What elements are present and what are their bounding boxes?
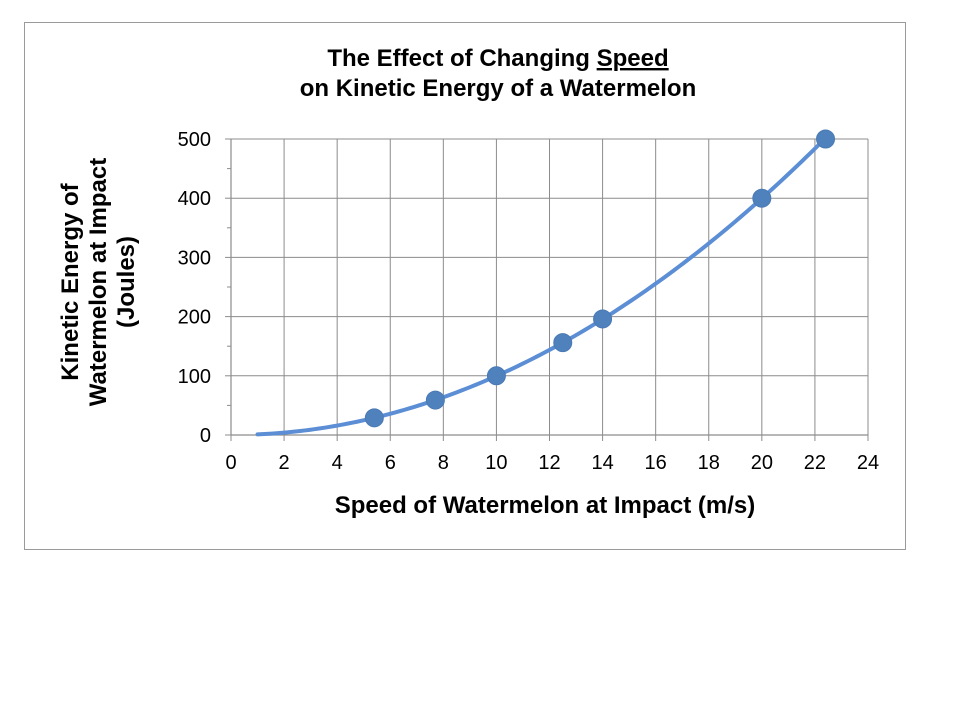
y-tick-label: 200: [178, 307, 211, 329]
x-tick-label: 22: [804, 452, 826, 474]
x-tick-label: 0: [225, 452, 236, 474]
y-axis-title-line3: (Joules): [113, 236, 140, 328]
x-tick-label: 6: [385, 452, 396, 474]
grid-layer: [225, 138, 869, 441]
chart-title-emphasis: Speed: [597, 45, 669, 72]
x-axis-title: Speed of Watermelon at Impact (m/s): [335, 492, 756, 519]
data-point: [752, 188, 772, 208]
chart-title-prefix: The Effect of Changing: [327, 45, 596, 72]
trend-layer: [255, 136, 828, 437]
y-axis-title: Kinetic Energy of Watermelon at Impact (…: [57, 158, 140, 407]
y-tick-label: 400: [178, 188, 211, 210]
chart-title-line1: The Effect of Changing Speed: [327, 45, 668, 72]
chart-svg: The Effect of Changing Speed on Kinetic …: [57, 45, 880, 519]
x-tick-label: 2: [279, 452, 290, 474]
y-tick-label: 300: [178, 247, 211, 269]
x-tick-label: 16: [645, 452, 667, 474]
series-trendline: [255, 136, 828, 437]
y-axis-title-line2: Watermelon at Impact: [85, 158, 112, 407]
chart-frame: The Effect of Changing Speed on Kinetic …: [24, 22, 906, 550]
y-tick-label: 0: [200, 425, 211, 447]
x-tick-label: 4: [332, 452, 343, 474]
y-tick-label: 100: [178, 366, 211, 388]
x-tick-label: 24: [857, 452, 879, 474]
y-tick-label: 500: [178, 129, 211, 151]
y-axis-title-line1: Kinetic Energy of: [57, 182, 84, 380]
x-tick-label: 20: [751, 452, 773, 474]
point-layer: [364, 129, 836, 428]
data-point: [593, 309, 613, 329]
x-tick-label: 12: [538, 452, 560, 474]
x-tick-label: 10: [485, 452, 507, 474]
data-point: [553, 333, 573, 353]
x-tick-label: 8: [438, 452, 449, 474]
data-point: [816, 129, 836, 149]
data-point: [425, 390, 445, 410]
x-tick-label: 14: [591, 452, 613, 474]
chart-title-line2: on Kinetic Energy of a Watermelon: [300, 75, 697, 102]
data-point: [486, 366, 506, 386]
data-point: [364, 408, 384, 428]
x-tick-label: 18: [698, 452, 720, 474]
